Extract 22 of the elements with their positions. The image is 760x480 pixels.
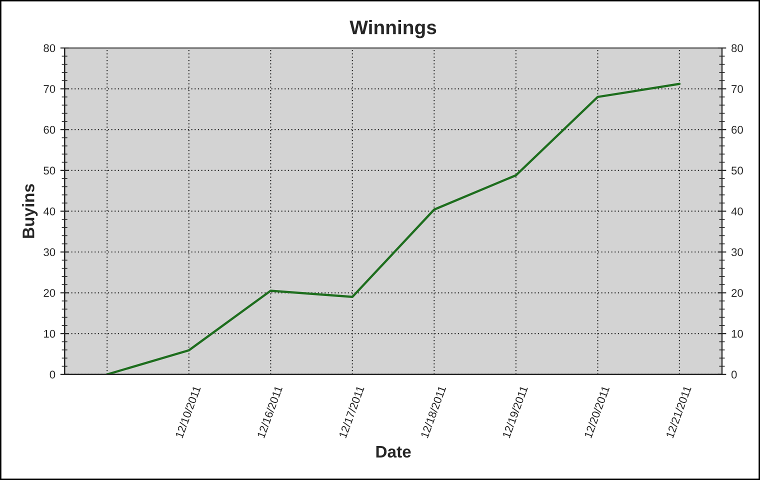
y-tick-label: 30 <box>44 248 56 256</box>
y-tick-label: 20 <box>44 289 56 297</box>
y2-tick-label: 80 <box>732 44 743 52</box>
y-tick-label: 60 <box>44 126 56 134</box>
y2-tick-label: 20 <box>732 289 743 297</box>
y-tick-label: 70 <box>44 85 56 93</box>
y2-tick-label: 40 <box>731 207 743 216</box>
y-tick-label: 40 <box>43 207 56 216</box>
y-tick-label: 10 <box>44 330 56 338</box>
line-series <box>106 82 681 374</box>
y2-tick-label: 10 <box>732 330 743 338</box>
y2-tick-label: 0 <box>731 370 737 379</box>
y-tick-label: 50 <box>44 166 56 175</box>
y2-tick-label: 70 <box>732 85 743 93</box>
y-tick-label: 0 <box>50 370 56 379</box>
y-tick-label: 80 <box>44 44 56 52</box>
y2-tick-label: 50 <box>731 166 743 175</box>
y-axis-title: Buyins <box>22 184 38 238</box>
chart-title: Winnings <box>350 20 436 38</box>
y2-tick-label: 60 <box>732 126 743 134</box>
x-axis-title: Date <box>376 446 411 458</box>
y2-tick-label: 30 <box>731 248 743 256</box>
